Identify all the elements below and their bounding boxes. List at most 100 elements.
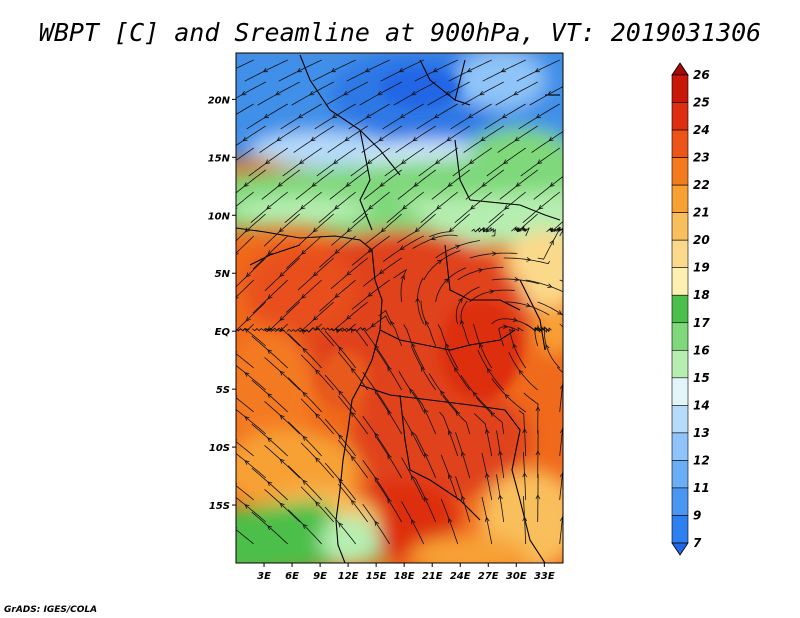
- streamline: [236, 81, 266, 99]
- streamline: [559, 466, 563, 501]
- streamline: [533, 176, 563, 200]
- streamline-arrow: [312, 227, 318, 233]
- streamline: [546, 220, 563, 233]
- streamline-arrow: [266, 204, 272, 210]
- streamline: [335, 327, 369, 347]
- streamline-arrow: [411, 342, 416, 349]
- colorbar-label: 25: [693, 96, 710, 110]
- streamline: [257, 81, 300, 106]
- streamline-arrow: [443, 278, 449, 284]
- streamline: [329, 169, 368, 200]
- streamline-arrow: [366, 159, 373, 165]
- streamline: [395, 125, 436, 153]
- streamline: [324, 462, 357, 501]
- streamline-arrow: [455, 411, 461, 417]
- streamline: [330, 257, 368, 290]
- streamline-arrow: [534, 324, 541, 330]
- streamline-arrow: [446, 136, 452, 142]
- streamline-arrow: [547, 90, 553, 96]
- streamline: [252, 235, 288, 270]
- streamline: [236, 453, 266, 479]
- streamline: [382, 235, 424, 262]
- streamline-arrow: [502, 159, 509, 165]
- streamline: [251, 423, 288, 457]
- streamline: [482, 59, 526, 82]
- colorbar-label: 7: [693, 536, 702, 550]
- streamline-arrow: [346, 270, 352, 276]
- streamline: [393, 268, 408, 303]
- streamline-arrow: [380, 227, 386, 233]
- streamline-arrow: [370, 322, 376, 328]
- streamline: [412, 234, 458, 249]
- streamline: [525, 279, 563, 293]
- streamline: [252, 279, 288, 314]
- streamline: [414, 59, 458, 82]
- streamline: [300, 398, 335, 435]
- streamline: [331, 213, 368, 246]
- streamline: [508, 352, 538, 391]
- streamline: [361, 125, 402, 153]
- streamline-arrow: [448, 227, 454, 233]
- streamline: [444, 348, 471, 391]
- streamline: [559, 279, 563, 282]
- streamline-arrow: [498, 494, 503, 500]
- streamline: [380, 59, 424, 82]
- streamline: [337, 483, 369, 523]
- streamline-arrow: [447, 473, 453, 480]
- streamline-arrow: [514, 277, 520, 282]
- streamline-arrow: [301, 328, 307, 335]
- streamline-arrow: [279, 414, 285, 420]
- streamline: [488, 191, 526, 224]
- map-frame: [235, 52, 564, 564]
- streamline: [450, 103, 492, 130]
- streamline-arrow: [424, 408, 429, 414]
- streamline-arrow: [573, 363, 577, 367]
- streamline-arrow: [279, 272, 285, 278]
- streamline-arrow: [460, 451, 466, 457]
- streamline-arrow: [484, 428, 490, 434]
- streamline: [461, 81, 504, 106]
- streamline: [236, 485, 254, 501]
- streamline: [259, 125, 300, 153]
- streamline: [509, 327, 527, 369]
- x-tick-label: 30E: [506, 571, 527, 582]
- y-tick-label: 20N: [208, 95, 231, 106]
- streamline-arrow: [264, 159, 271, 165]
- streamline-arrow: [279, 502, 285, 508]
- x-tick-label: 33E: [534, 571, 555, 582]
- streamline: [364, 213, 402, 245]
- streamline-arrow: [229, 68, 234, 72]
- streamline: [236, 397, 254, 413]
- streamline-arrow: [332, 159, 339, 165]
- streamline-arrow: [242, 136, 248, 142]
- colorbar-label: 12: [693, 453, 710, 467]
- streamline: [300, 486, 335, 523]
- streamline: [475, 226, 496, 237]
- streamline: [264, 328, 300, 347]
- streamline-arrow: [549, 239, 554, 246]
- streamline: [351, 279, 390, 310]
- colorbar-top-arrow: [671, 62, 689, 76]
- streamline-arrow: [411, 431, 416, 437]
- streamline-arrow: [503, 324, 509, 329]
- x-tick-label: 3E: [257, 571, 271, 582]
- streamline: [286, 235, 322, 269]
- colorbar-swatch: [671, 294, 689, 324]
- streamline-arrow: [267, 437, 273, 443]
- streamline: [236, 409, 266, 435]
- streamline-arrow: [338, 390, 344, 396]
- streamline: [559, 323, 563, 328]
- streamline-arrow: [374, 476, 380, 482]
- streamline: [572, 261, 597, 302]
- streamline-arrow: [315, 457, 321, 463]
- streamline-arrow: [244, 227, 250, 233]
- streamline-arrow: [312, 271, 319, 277]
- streamline: [251, 335, 288, 369]
- streamline-arrow: [279, 316, 285, 322]
- streamline: [572, 303, 592, 346]
- streamline: [378, 309, 403, 347]
- streamline: [375, 437, 403, 479]
- streamline-arrow: [424, 320, 430, 326]
- streamline: [523, 392, 539, 434]
- streamline: [481, 496, 493, 545]
